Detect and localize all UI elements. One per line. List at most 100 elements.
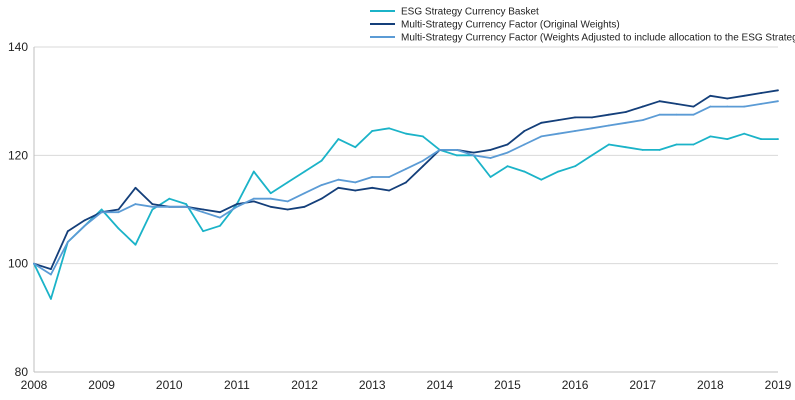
data-point (641, 149, 644, 151)
data-point (608, 124, 610, 127)
y-tick-label: 100 (8, 257, 28, 271)
data-point (151, 203, 154, 205)
data-point (185, 205, 188, 208)
data-point (83, 224, 86, 227)
x-tick-label: 2009 (88, 378, 115, 392)
data-point (574, 165, 576, 168)
data-point (134, 186, 137, 189)
data-point (303, 205, 306, 208)
legend-label: ESG Strategy Currency Basket (401, 7, 539, 18)
x-tick-label: 2017 (629, 378, 656, 392)
data-point (117, 227, 120, 230)
data-point (624, 121, 627, 124)
axes: 80 100 120 140 2008 2009 2010 2011 2012 2013 2014 2… (8, 40, 792, 392)
data-point (236, 205, 238, 208)
data-point (743, 105, 746, 108)
legend-label: Multi-Strategy Currency Factor (Weights … (401, 33, 795, 44)
data-point (286, 208, 289, 211)
data-point (320, 159, 323, 162)
data-point (83, 219, 86, 222)
x-tick-label: 2016 (562, 378, 589, 392)
x-tick-label: 2014 (426, 378, 453, 392)
series-line-3 (33, 100, 779, 276)
data-point (675, 102, 678, 105)
y-tick-label: 120 (8, 148, 28, 162)
data-point (168, 197, 171, 200)
data-point (202, 230, 204, 233)
data-point (726, 105, 729, 108)
data-point (388, 127, 390, 130)
data-point (540, 135, 543, 138)
x-tick-label: 2011 (224, 378, 250, 392)
y-tick-label: 80 (15, 365, 29, 379)
data-point (286, 200, 289, 203)
data-point (303, 170, 306, 173)
data-point (405, 181, 407, 184)
data-point (641, 105, 644, 108)
data-point (354, 189, 357, 192)
data-point (371, 186, 374, 189)
data-point (151, 205, 154, 208)
data-point (422, 135, 424, 138)
data-point (303, 192, 306, 195)
data-point (777, 100, 779, 103)
data-point (506, 143, 509, 146)
data-point (692, 113, 695, 116)
data-point (219, 216, 221, 219)
data-point (760, 102, 762, 105)
data-point (506, 165, 509, 168)
data-point (50, 273, 52, 276)
data-point (760, 92, 762, 94)
data-point (66, 230, 69, 233)
data-point (117, 208, 120, 211)
data-point (337, 178, 340, 181)
data-point (726, 138, 729, 140)
data-point (726, 97, 729, 100)
data-point (506, 151, 509, 154)
data-point (202, 211, 204, 214)
data-point (269, 205, 272, 208)
data-point (33, 262, 35, 265)
data-point (574, 116, 576, 119)
data-point (624, 146, 627, 149)
data-point (438, 149, 441, 151)
data-point (557, 170, 560, 173)
legend-label: Multi-Strategy Currency Factor (Original… (401, 20, 620, 31)
data-point (252, 200, 255, 203)
data-point (591, 154, 593, 157)
data-point (591, 116, 593, 119)
data-point (641, 119, 644, 122)
x-tick-label: 2012 (291, 378, 318, 392)
data-point (472, 154, 475, 157)
data-point (134, 203, 137, 205)
grid-lines (34, 46, 778, 265)
x-tick-label: 2019 (765, 378, 792, 392)
data-point (337, 138, 340, 140)
x-tick-label: 2008 (21, 378, 48, 392)
data-point (709, 105, 712, 108)
data-point (675, 143, 678, 146)
data-point (320, 184, 323, 187)
data-point (286, 181, 289, 184)
data-point (777, 138, 779, 140)
data-point (422, 159, 424, 162)
data-point (523, 130, 526, 132)
data-point (489, 157, 492, 159)
data-point (540, 178, 543, 181)
data-point (202, 208, 204, 211)
data-point (185, 203, 188, 205)
data-point (219, 211, 221, 214)
data-point (354, 181, 357, 184)
data-point (422, 165, 424, 168)
data-point (574, 130, 576, 132)
data-point (371, 176, 374, 178)
data-point (709, 94, 712, 97)
data-point (320, 197, 323, 200)
series-line-1 (33, 127, 778, 300)
data-point (219, 224, 221, 227)
data-point (405, 132, 407, 135)
data-point (252, 197, 255, 200)
data-point (624, 111, 627, 113)
data-point (405, 167, 407, 170)
